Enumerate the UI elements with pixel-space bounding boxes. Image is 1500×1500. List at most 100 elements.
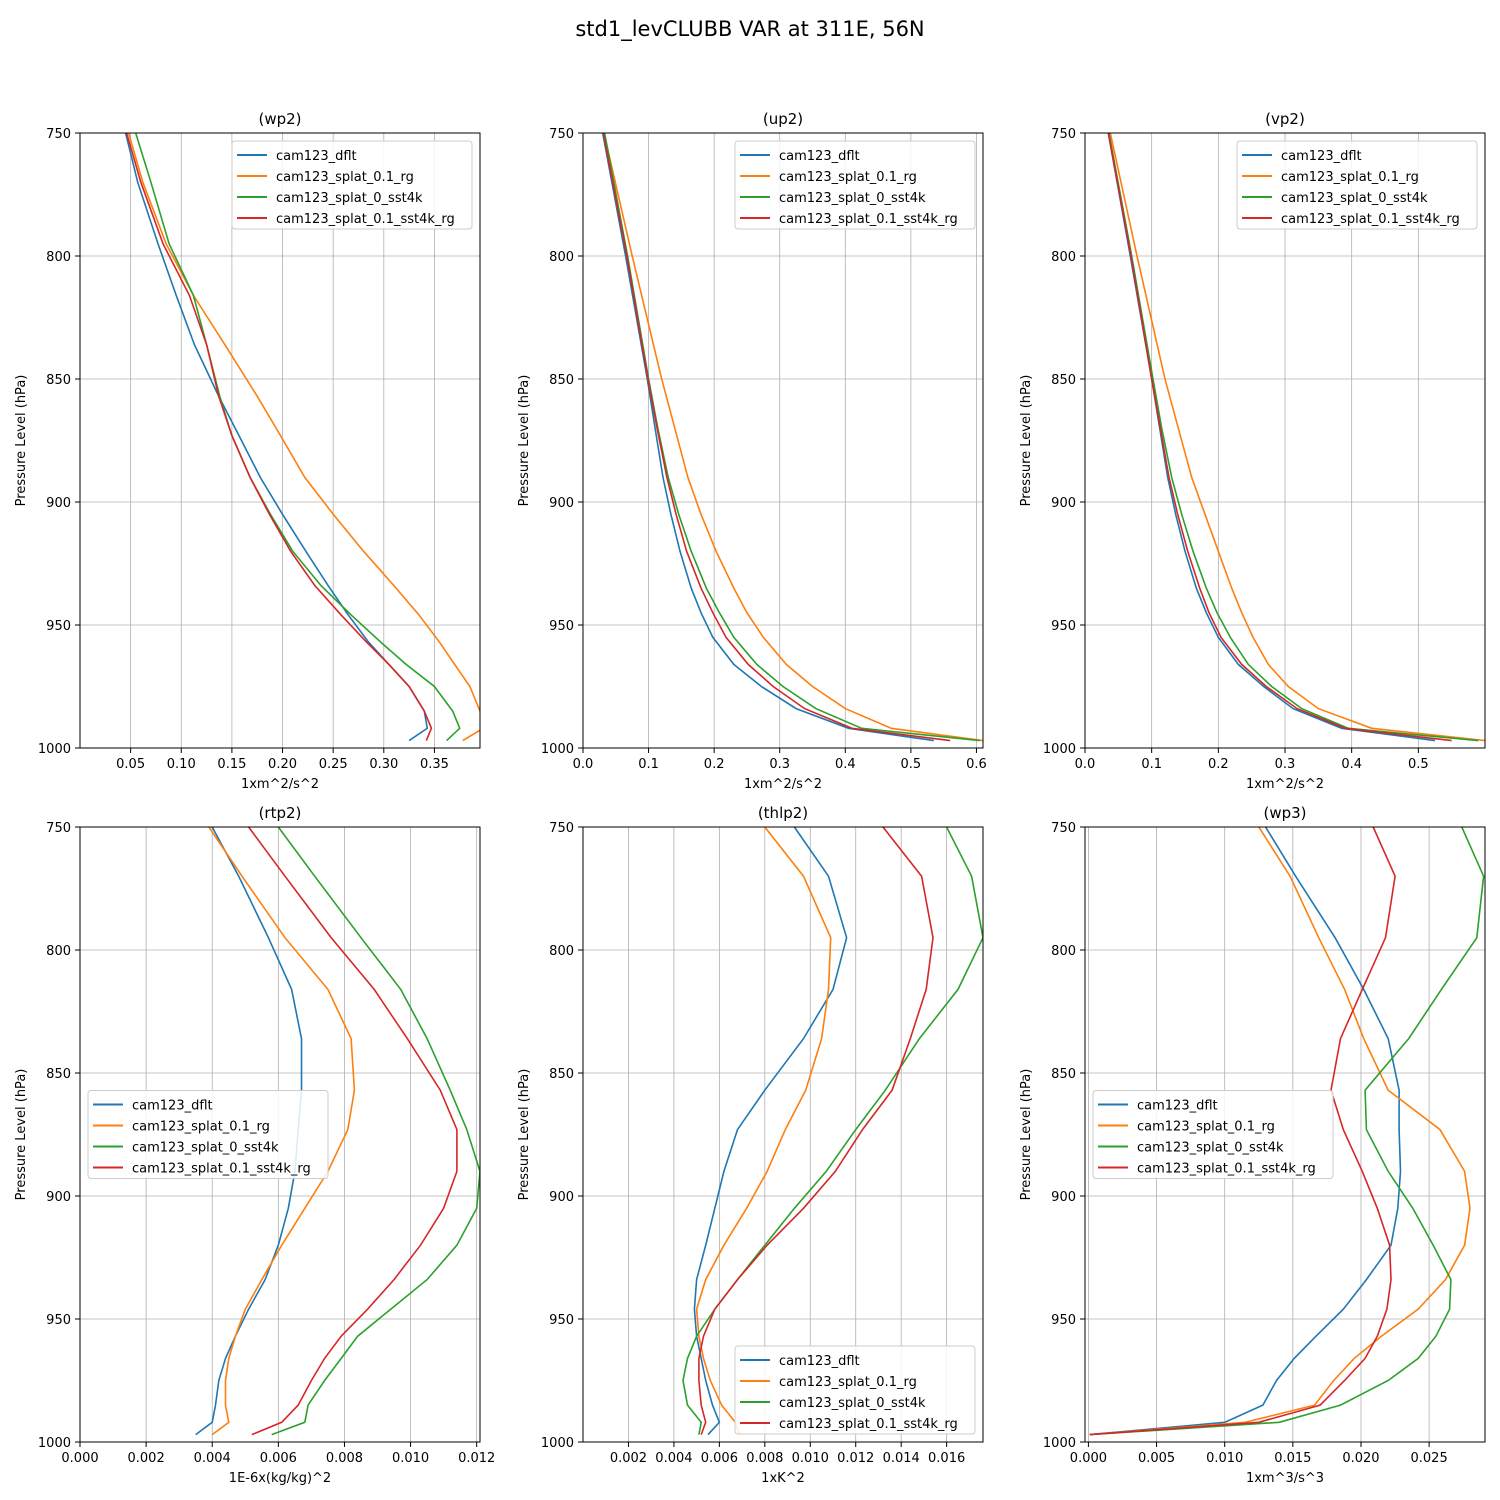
y-tick-label: 850 — [549, 373, 574, 388]
legend: cam123_dflt cam123_splat_0.1_rg cam123_spl… — [1092, 1090, 1334, 1179]
x-tick-label: 0.3 — [1275, 757, 1296, 772]
y-tick-label: 950 — [1051, 619, 1076, 634]
series-group — [682, 827, 983, 1436]
subplot-up2: 0.0 0.1 0.2 0.3 0.4 0.5 0.6 750 800 850 900 950 1000… — [517, 110, 987, 792]
x-tick-label: 0.002 — [610, 1451, 647, 1466]
series-line-cam123_splat_0.1_sst4k_rg — [1107, 133, 1452, 742]
y-tick-label: 800 — [1051, 250, 1076, 265]
series-line-cam123_splat_0.1_sst4k_rg — [125, 133, 433, 741]
y-axis-label: Pressure Level (hPa) — [1019, 1069, 1034, 1201]
subplot-title: (thlp2) — [758, 804, 808, 822]
legend-entry: cam123_splat_0.1_sst4k_rg — [276, 212, 455, 227]
legend-entry: cam123_splat_0_sst4k — [779, 191, 926, 206]
y-tick-label: 800 — [549, 944, 574, 959]
series-line-cam123_splat_0.1_rg — [603, 133, 983, 742]
x-tick-label: 0.4 — [835, 757, 856, 772]
x-tick-label: 0.10 — [167, 757, 196, 772]
x-tick-label: 0.35 — [420, 757, 449, 772]
subplot-vp2: 0.0 0.1 0.2 0.3 0.4 0.5 750 800 850 900 950 1000 (vp… — [1019, 110, 1486, 792]
y-tick-label: 800 — [46, 250, 71, 265]
y-tick-label: 900 — [46, 496, 71, 511]
series-line-cam123_splat_0.1_rg — [695, 827, 832, 1435]
x-axis-label: 1xm^2/s^2 — [1246, 777, 1324, 792]
series-group — [601, 133, 983, 742]
plot-area — [80, 133, 480, 748]
legend: cam123_dflt cam123_splat_0.1_rg cam123_spl… — [87, 1090, 329, 1179]
legend-entry: cam123_splat_0_sst4k — [276, 191, 423, 206]
figure-suptitle: std1_levCLUBB VAR at 311E, 56N — [575, 17, 924, 42]
legend-entry: cam123_splat_0.1_rg — [779, 170, 917, 185]
legend-entry: cam123_splat_0.1_rg — [132, 1120, 270, 1135]
legend-entry: cam123_splat_0_sst4k — [132, 1141, 279, 1156]
y-tick-label: 950 — [46, 619, 71, 634]
y-tick-label: 1000 — [1043, 742, 1076, 757]
subplot-thlp2: 0.002 0.004 0.006 0.008 0.010 0.012 0.014 0.016… — [517, 804, 984, 1486]
x-tick-label: 0.1 — [638, 757, 659, 772]
x-tick-label: 0.0 — [1075, 757, 1096, 772]
legend-box — [231, 140, 473, 230]
axes-frame — [582, 132, 984, 749]
series-line-cam123_dflt — [693, 827, 848, 1436]
y-tick-label: 900 — [1051, 1190, 1076, 1205]
x-tick-label: 0.05 — [116, 757, 145, 772]
x-tick-label: 0.3 — [769, 757, 790, 772]
x-tick-label: 0.020 — [1342, 1451, 1379, 1466]
x-tick-label: 0.016 — [928, 1451, 965, 1466]
series-line-cam123_splat_0.1_sst4k_rg — [698, 827, 934, 1435]
x-tick-label: 0.2 — [704, 757, 725, 772]
y-tick-label: 950 — [1051, 1313, 1076, 1328]
x-tick-label: 0.010 — [792, 1451, 829, 1466]
series-group — [1089, 827, 1485, 1436]
legend-entry: cam123_splat_0.1_rg — [1281, 170, 1419, 185]
subplot-grid: 0.05 0.10 0.15 0.20 0.25 0.30 0.35 750 800 850 900… — [14, 110, 1486, 1486]
series-group — [124, 133, 480, 742]
legend-entry: cam123_dflt — [276, 149, 357, 164]
subplot-title: (wp2) — [258, 110, 301, 128]
series-line-cam123_splat_0.1_rg — [1089, 827, 1471, 1436]
x-tick-label: 0.008 — [746, 1451, 783, 1466]
series-line-cam123_dflt — [601, 133, 934, 742]
legend-entry: cam123_dflt — [132, 1099, 213, 1114]
x-tick-label: 0.2 — [1208, 757, 1229, 772]
axes-frame — [79, 132, 481, 749]
subplot-title: (vp2) — [1265, 110, 1305, 128]
x-tick-label: 0.012 — [458, 1451, 495, 1466]
subplot-rtp2: 0.000 0.002 0.004 0.006 0.008 0.010 0.012 750 80… — [14, 804, 495, 1486]
legend-entry: cam123_splat_0.1_rg — [276, 170, 414, 185]
series-line-cam123_splat_0.1_sst4k_rg — [247, 827, 458, 1436]
y-tick-label: 1000 — [38, 742, 71, 757]
legend-entry: cam123_dflt — [1281, 149, 1362, 164]
x-tick-label: 0.5 — [901, 757, 922, 772]
y-axis-label: Pressure Level (hPa) — [14, 375, 29, 507]
y-tick-label: 900 — [1051, 496, 1076, 511]
y-tick-label: 900 — [549, 1190, 574, 1205]
x-tick-label: 0.010 — [392, 1451, 429, 1466]
x-tick-label: 0.015 — [1274, 1451, 1311, 1466]
x-tick-label: 0.25 — [319, 757, 348, 772]
x-axis-label: 1E-6x(kg/kg)^2 — [229, 1471, 331, 1486]
subplot-wp3: 0.000 0.005 0.010 0.015 0.020 0.025 750 800 850 9… — [1019, 804, 1486, 1486]
legend-entry: cam123_splat_0_sst4k — [779, 1396, 926, 1411]
x-tick-label: 0.0 — [573, 757, 594, 772]
series-line-cam123_splat_0_sst4k — [682, 827, 983, 1435]
x-tick-label: 0.1 — [1141, 757, 1162, 772]
y-tick-label: 850 — [549, 1067, 574, 1082]
series-line-cam123_splat_0.1_rg — [1109, 133, 1485, 742]
subplot-title: (rtp2) — [259, 804, 302, 822]
x-tick-label: 0.006 — [260, 1451, 297, 1466]
legend-entry: cam123_dflt — [779, 149, 860, 164]
x-axis-label: 1xm^3/s^3 — [1246, 1471, 1324, 1486]
x-axis-label: 1xm^2/s^2 — [241, 777, 319, 792]
series-line-cam123_dflt — [195, 827, 303, 1436]
x-tick-label: 0.014 — [883, 1451, 920, 1466]
y-tick-label: 750 — [549, 821, 574, 836]
x-axis-label: 1xm^2/s^2 — [744, 777, 822, 792]
x-tick-label: 0.002 — [128, 1451, 165, 1466]
axes-frame — [1084, 826, 1486, 1443]
x-tick-label: 0.4 — [1341, 757, 1362, 772]
legend-entry: cam123_dflt — [779, 1354, 860, 1369]
y-axis-label: Pressure Level (hPa) — [14, 1069, 29, 1201]
y-tick-label: 950 — [549, 1313, 574, 1328]
legend-entry: cam123_splat_0.1_sst4k_rg — [1137, 1162, 1316, 1177]
